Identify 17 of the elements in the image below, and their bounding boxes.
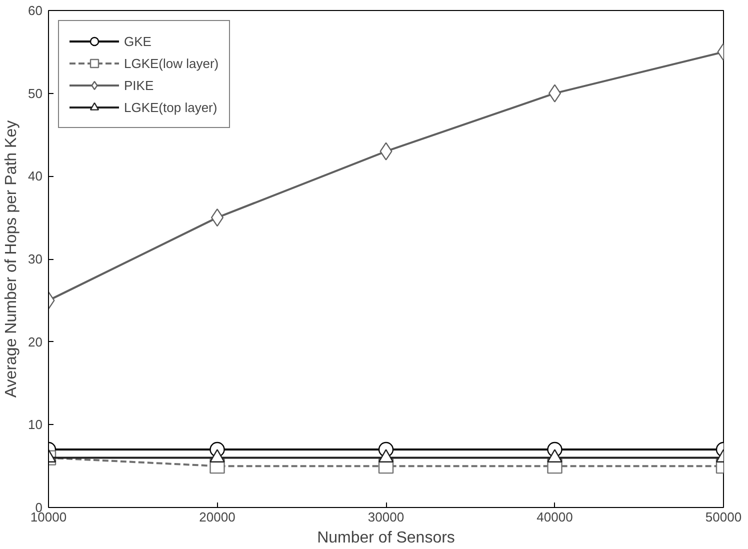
legend-label: GKE bbox=[124, 34, 152, 48]
x-tick-label: 50000 bbox=[705, 510, 742, 524]
y-tick-label: 60 bbox=[28, 3, 43, 18]
y-tick-label: 50 bbox=[28, 86, 43, 101]
y-tick-label: 30 bbox=[28, 252, 43, 266]
y-axis-title: Average Number of Hops per Path Key bbox=[3, 120, 20, 398]
x-axis-title: Number of Sensors bbox=[317, 530, 455, 546]
x-tick-label: 40000 bbox=[536, 510, 573, 524]
legend-label: PIKE bbox=[124, 78, 154, 92]
x-tick-label: 20000 bbox=[199, 510, 236, 524]
legend-label: LGKE(low layer) bbox=[124, 56, 219, 70]
y-tick-label: 10 bbox=[28, 417, 43, 432]
point bbox=[380, 142, 392, 160]
legend-label: LGKE(top layer) bbox=[124, 100, 218, 114]
y-tick-label: 40 bbox=[28, 168, 43, 184]
x-tick-label: 30000 bbox=[368, 510, 404, 524]
y-tick-label: 20 bbox=[28, 334, 43, 350]
